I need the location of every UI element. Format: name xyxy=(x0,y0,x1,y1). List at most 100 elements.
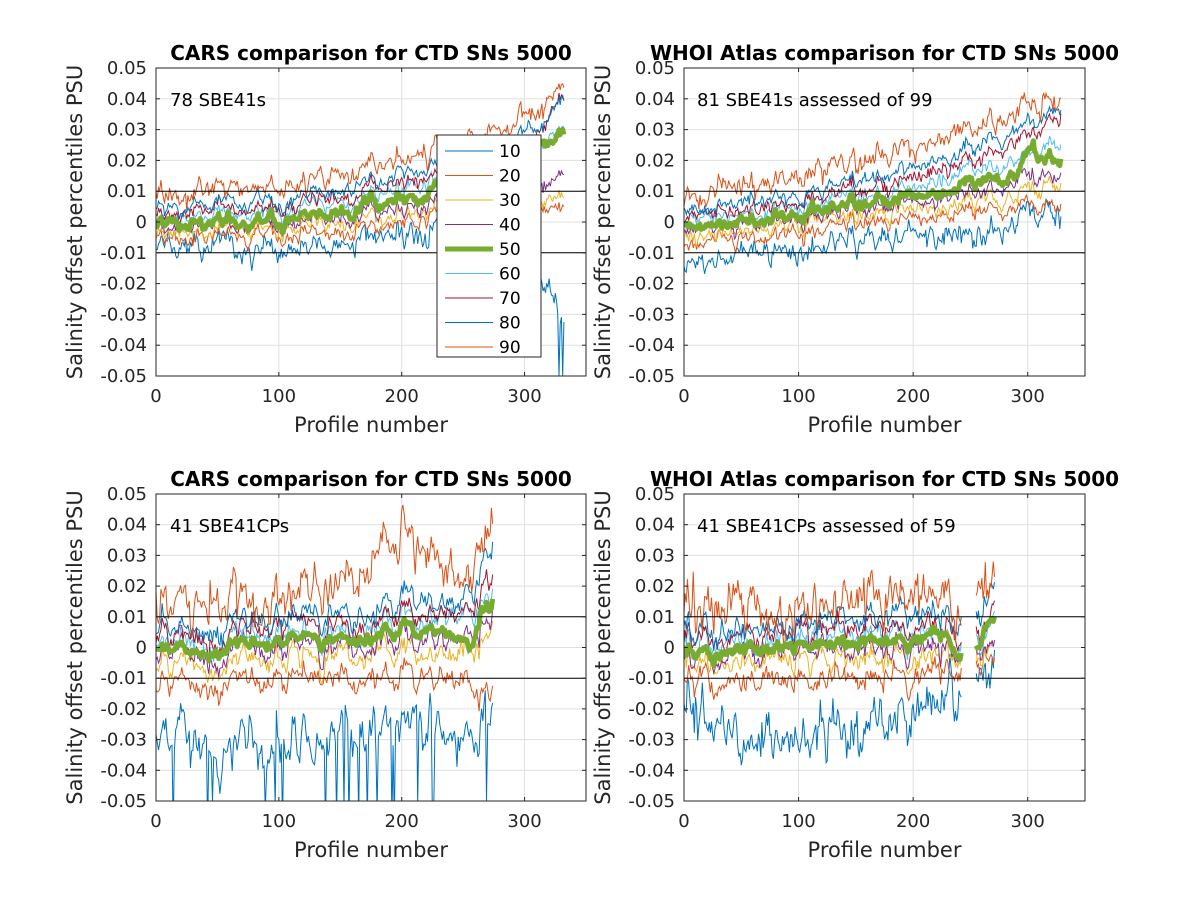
y-tick-label: 0.03 xyxy=(635,545,675,566)
y-tick-label: 0.01 xyxy=(107,181,147,202)
x-tick-label: 200 xyxy=(896,386,930,407)
annotation-text: 78 SBE41s xyxy=(170,90,266,111)
x-tick-label: 0 xyxy=(150,386,161,407)
y-tick-label: -0.03 xyxy=(628,304,675,325)
y-tick-label: 0.02 xyxy=(107,576,147,597)
y-tick-label: -0.05 xyxy=(100,366,147,387)
y-axis-label: Salinity offset percentiles PSU xyxy=(591,490,615,804)
y-tick-label: 0.05 xyxy=(635,58,675,79)
x-tick-label: 100 xyxy=(262,386,296,407)
series-group xyxy=(156,504,496,801)
percentile-20-line xyxy=(156,657,494,712)
x-tick-label: 100 xyxy=(262,811,296,832)
x-tick-label: 0 xyxy=(150,811,161,832)
y-tick-label: 0.02 xyxy=(635,150,675,171)
percentile-50-line xyxy=(156,598,496,664)
annotation-text: 41 SBE41CPs xyxy=(170,516,289,537)
y-tick-label: 0.05 xyxy=(635,484,675,505)
chart-panel-2: 0.05 0.04 0.03 0.02 0.01 0 -0.01 -0.02 -0.03 -0.0… xyxy=(591,41,1119,437)
x-tick-label: 200 xyxy=(385,386,419,407)
percentile-50-line xyxy=(684,616,997,668)
legend-box xyxy=(436,134,542,358)
y-tick-label: 0.04 xyxy=(107,515,147,536)
y-tick-label: 0.04 xyxy=(107,89,147,110)
percentile-40-line xyxy=(156,609,494,678)
y-tick-label: -0.04 xyxy=(100,335,147,356)
legend-label-10: 10 xyxy=(499,142,521,162)
percentile-90-line xyxy=(156,83,565,210)
percentile-90-line xyxy=(684,561,995,650)
y-tick-label: 0.01 xyxy=(635,181,675,202)
y-tick-label: 0.02 xyxy=(107,150,147,171)
x-tick-label: 200 xyxy=(896,811,930,832)
legend-label-70: 70 xyxy=(499,289,521,309)
x-tick-label: 200 xyxy=(385,811,419,832)
percentile-90-line xyxy=(684,91,1062,210)
series-group xyxy=(684,561,997,766)
chart-panel-1: 0.05 0.04 0.03 0.02 0.01 0 -0.01 -0.02 -0.03 -0.0… xyxy=(63,41,587,437)
legend-label-20: 20 xyxy=(499,167,521,187)
percentile-30-line xyxy=(156,621,494,685)
legend-label-90: 90 xyxy=(499,338,521,358)
y-tick-label: 0.02 xyxy=(635,576,675,597)
y-tick-label: -0.05 xyxy=(100,791,147,812)
percentile-10-line xyxy=(156,690,494,801)
percentile-20-line xyxy=(684,193,1062,254)
x-axis-label: Profile number xyxy=(294,413,448,437)
y-tick-label: -0.04 xyxy=(628,760,675,781)
y-tick-label: -0.03 xyxy=(100,304,147,325)
y-tick-label: -0.02 xyxy=(100,274,147,295)
y-tick-label: 0.05 xyxy=(107,58,147,79)
x-tick-label: 100 xyxy=(781,811,815,832)
x-axis-label: Profile number xyxy=(294,838,448,862)
y-tick-label: 0.04 xyxy=(635,515,675,536)
y-tick-label: -0.02 xyxy=(628,274,675,295)
annotation-text: 41 SBE41CPs assessed of 59 xyxy=(697,516,956,537)
chart-title: CARS comparison for CTD SNs 5000 xyxy=(170,467,572,491)
x-tick-label: 0 xyxy=(678,811,689,832)
percentile-80-line xyxy=(156,541,494,648)
y-tick-label: -0.01 xyxy=(628,668,675,689)
percentile-50-line xyxy=(684,138,1064,232)
y-tick-label: -0.03 xyxy=(628,730,675,751)
y-tick-label: -0.01 xyxy=(100,243,147,264)
y-tick-label: -0.01 xyxy=(100,668,147,689)
y-tick-label: 0.01 xyxy=(635,607,675,628)
percentile-70-line xyxy=(684,112,1062,223)
percentile-10-line xyxy=(684,649,995,766)
y-tick-label: -0.04 xyxy=(100,760,147,781)
y-tick-label: 0 xyxy=(136,212,147,233)
y-tick-label: 0.05 xyxy=(107,484,147,505)
y-tick-label: -0.04 xyxy=(628,335,675,356)
x-tick-label: 0 xyxy=(678,386,689,407)
y-tick-label: -0.03 xyxy=(100,730,147,751)
y-tick-label: -0.05 xyxy=(628,366,675,387)
y-axis-label: Salinity offset percentiles PSU xyxy=(591,65,615,379)
chart-title: CARS comparison for CTD SNs 5000 xyxy=(170,41,572,65)
y-tick-label: 0.03 xyxy=(635,120,675,141)
x-axis-label: Profile number xyxy=(808,413,962,437)
chart-panel-4: 0.05 0.04 0.03 0.02 0.01 0 -0.01 -0.02 -0.03 -0.0… xyxy=(591,467,1119,862)
y-tick-label: 0.03 xyxy=(107,120,147,141)
legend-label-50: 50 xyxy=(499,240,521,260)
y-tick-label: -0.01 xyxy=(628,243,675,264)
y-tick-label: 0.04 xyxy=(635,89,675,110)
percentile-60-line xyxy=(684,135,1062,230)
y-tick-label: 0 xyxy=(664,212,675,233)
y-tick-label: -0.02 xyxy=(628,699,675,720)
y-tick-label: 0.01 xyxy=(107,607,147,628)
y-tick-label: 0 xyxy=(136,638,147,659)
legend: 10 20 30 40 50 60 70 80 90 xyxy=(436,134,542,358)
x-tick-label: 100 xyxy=(781,386,815,407)
y-tick-label: -0.05 xyxy=(628,791,675,812)
percentile-30-line xyxy=(684,638,995,679)
x-tick-label: 300 xyxy=(507,811,541,832)
y-axis-label: Salinity offset percentiles PSU xyxy=(63,490,87,804)
chart-title: WHOI Atlas comparison for CTD SNs 5000 xyxy=(650,41,1119,65)
legend-label-80: 80 xyxy=(499,314,521,334)
annotation-text: 81 SBE41s assessed of 99 xyxy=(697,90,933,111)
percentile-90-line xyxy=(156,504,494,639)
chart-panel-3: 0.05 0.04 0.03 0.02 0.01 0 -0.01 -0.02 -0.03 -0.0… xyxy=(63,467,587,862)
y-tick-label: 0.03 xyxy=(107,545,147,566)
